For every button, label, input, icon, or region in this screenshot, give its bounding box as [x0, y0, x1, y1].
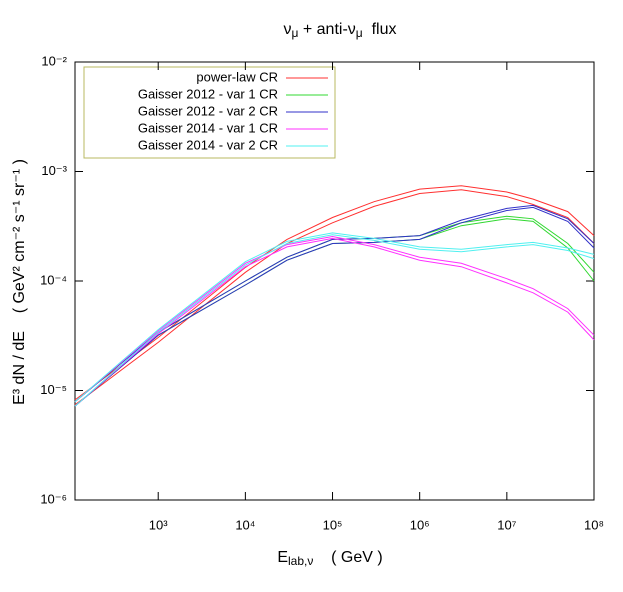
- series-line: [74, 218, 595, 407]
- title-part: μ: [292, 26, 299, 40]
- series-line: [74, 234, 595, 407]
- y-tick-label: 10⁻³: [41, 163, 67, 178]
- series-line: [74, 206, 595, 407]
- series-line: [74, 232, 595, 403]
- x-tick-label: 10⁴: [235, 517, 255, 532]
- x-label-part: E: [277, 549, 288, 566]
- y-tick-label: 10⁻⁴: [40, 272, 67, 287]
- x-tick-label: 10⁸: [584, 517, 604, 532]
- title-part: μ: [356, 26, 363, 40]
- legend-label: Gaisser 2012 - var 1 CR: [138, 86, 278, 101]
- y-tick-label: 10⁻⁶: [40, 491, 67, 506]
- title-part: + anti-ν: [298, 21, 355, 38]
- series-line: [74, 235, 595, 403]
- y-tick-label: 10⁻²: [41, 53, 67, 68]
- series-line: [74, 204, 595, 403]
- x-tick-label: 10⁷: [497, 517, 516, 532]
- title-part: flux: [363, 21, 397, 38]
- x-tick-label: 10⁵: [323, 517, 343, 532]
- series-line: [74, 189, 595, 406]
- x-label-part: ( GeV ): [313, 549, 382, 566]
- x-tick-label: 10³: [149, 517, 168, 532]
- legend-label: Gaisser 2014 - var 2 CR: [138, 137, 278, 152]
- legend-label: power-law CR: [196, 69, 278, 84]
- series-line: [74, 237, 595, 407]
- series-line: [74, 185, 595, 401]
- title-part: ν: [284, 21, 292, 38]
- y-tick-label: 10⁻⁵: [40, 382, 67, 397]
- x-tick-label: 10⁶: [410, 517, 430, 532]
- legend-label: Gaisser 2014 - var 1 CR: [138, 120, 278, 135]
- x-label-part: lab,ν: [288, 554, 313, 568]
- chart-title: νμ + anti-νμ flux: [284, 21, 397, 40]
- y-axis-label: E³ dN / dE ( GeV² cm⁻² s⁻¹ sr⁻¹ ): [11, 159, 28, 405]
- legend-label: Gaisser 2012 - var 2 CR: [138, 103, 278, 118]
- x-axis-label: Elab,ν ( GeV ): [277, 549, 382, 568]
